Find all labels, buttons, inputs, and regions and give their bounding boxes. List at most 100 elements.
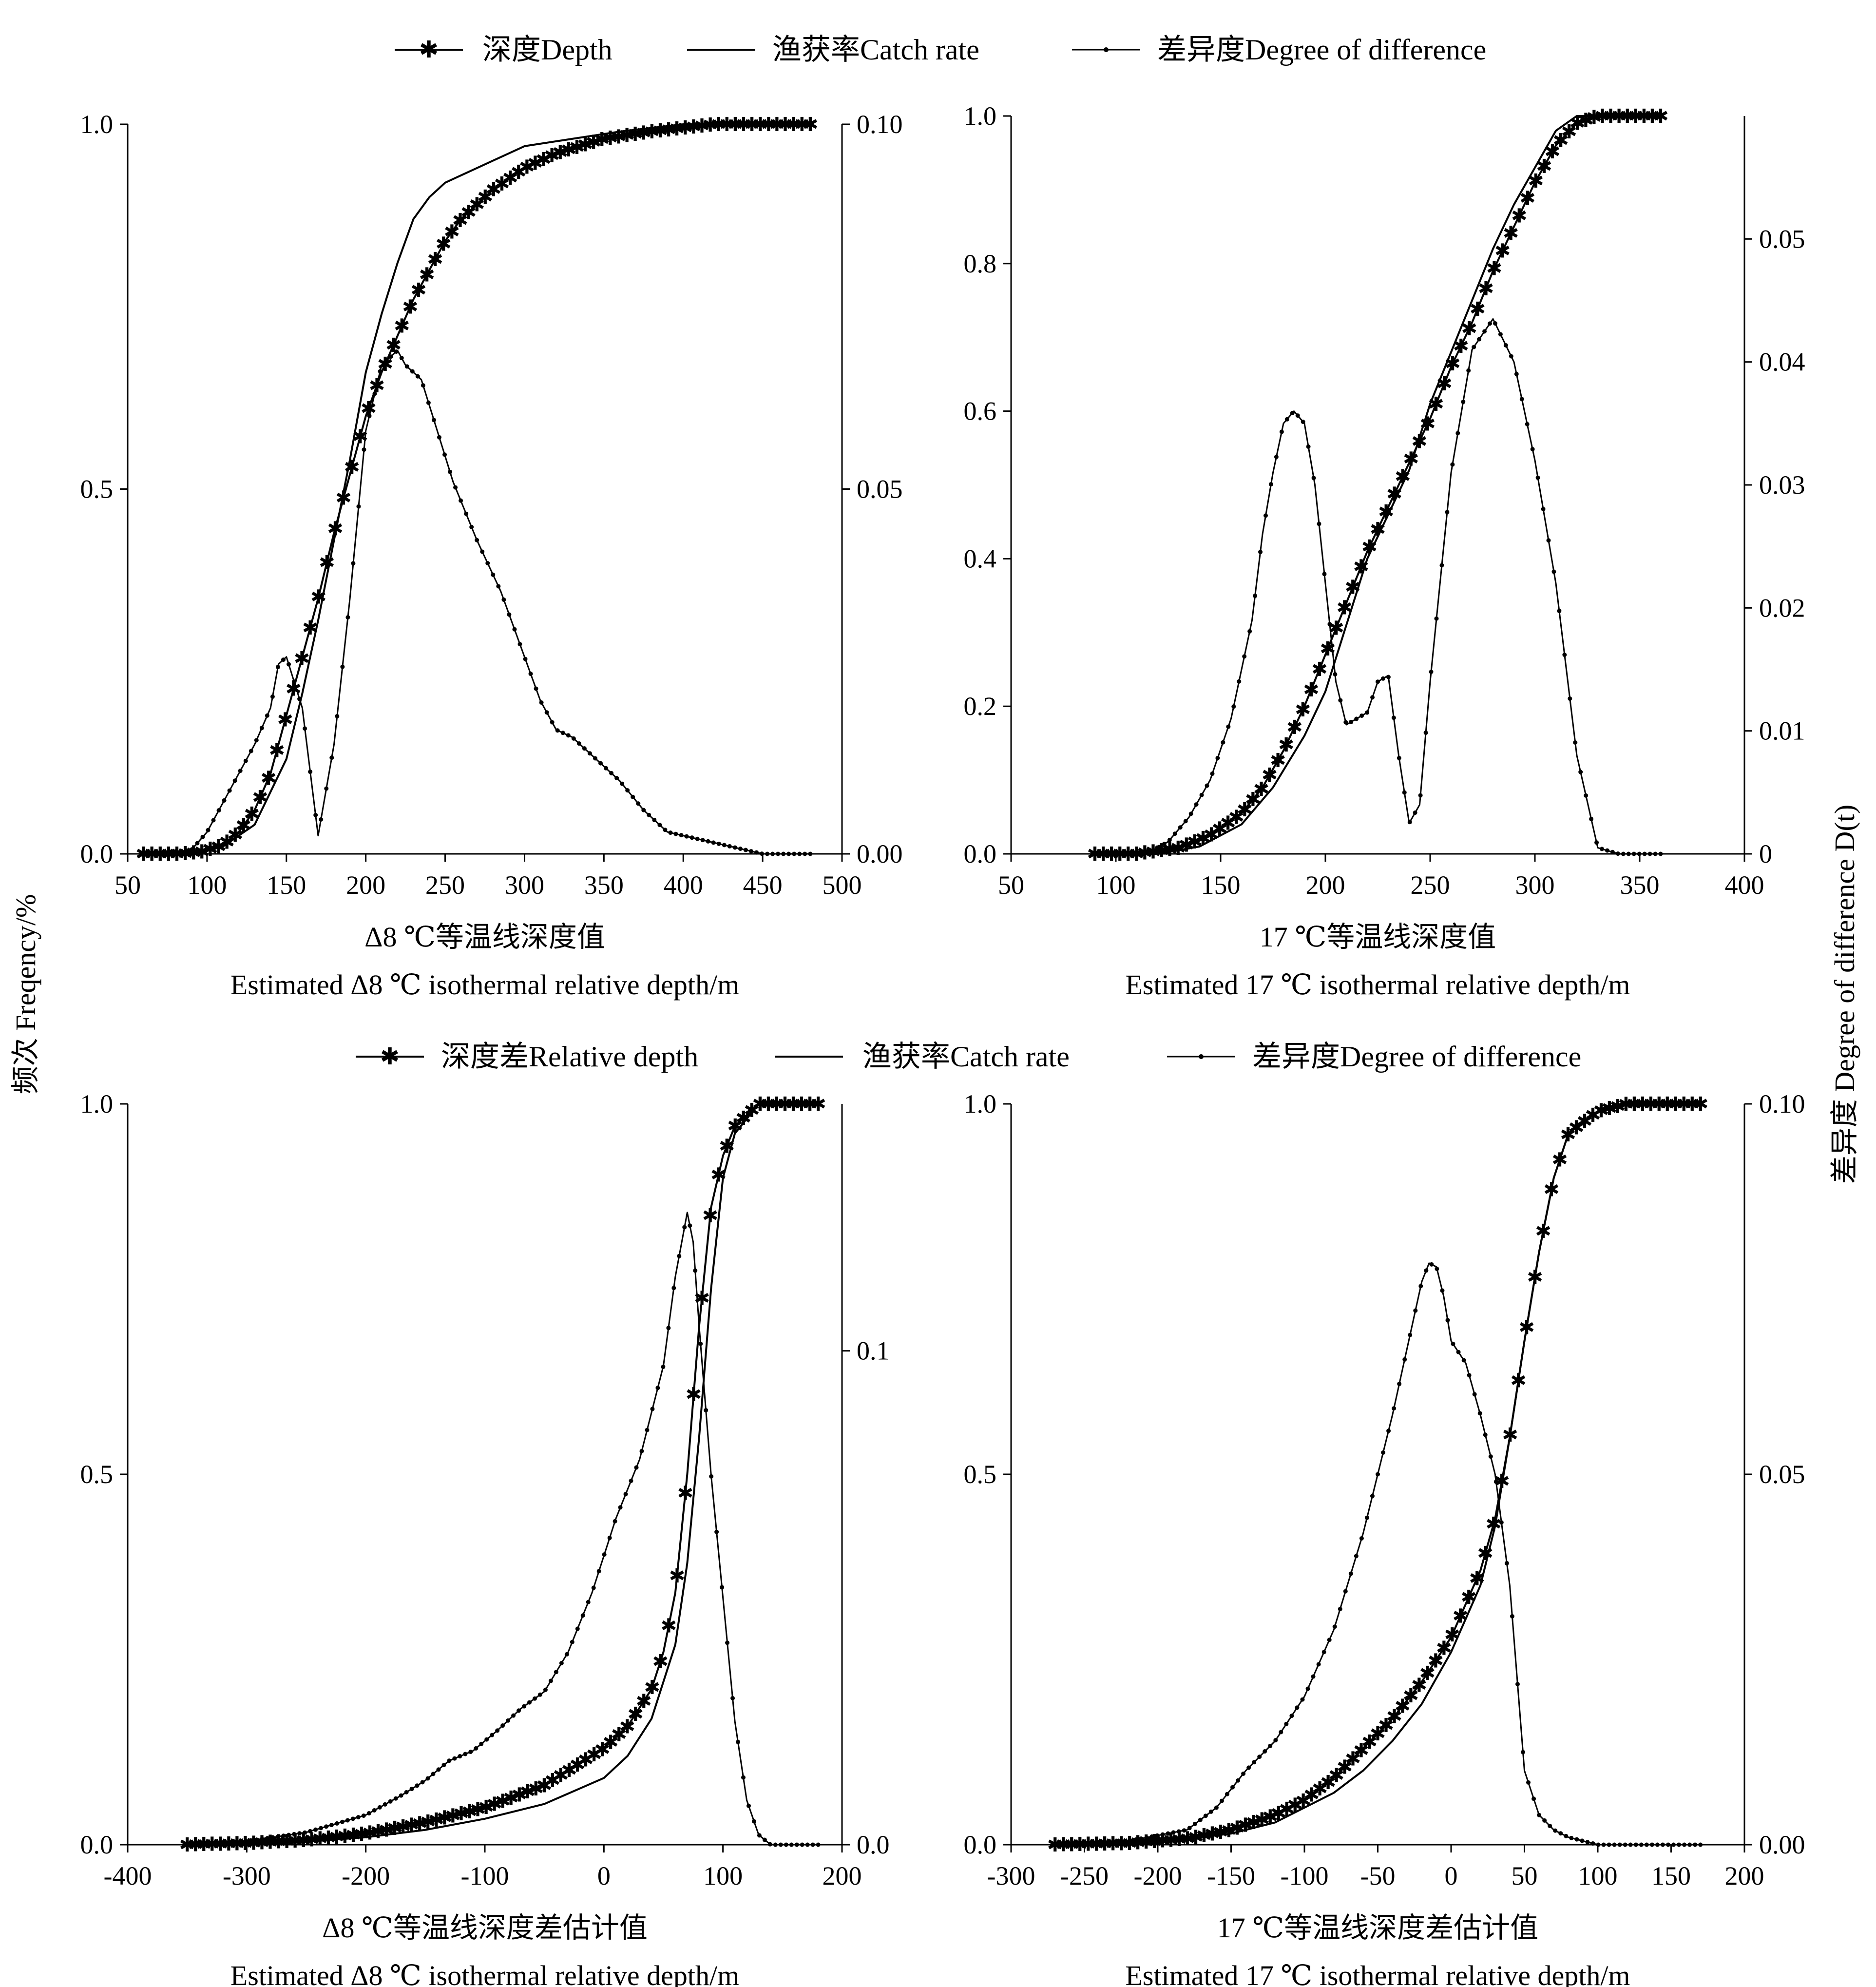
- series-difference-marker: [464, 511, 469, 516]
- series-difference-marker: [399, 1793, 403, 1798]
- series-difference-marker: [1397, 1382, 1402, 1387]
- series-difference-marker: [1101, 1840, 1106, 1845]
- series-depth-marker: ✱: [553, 1764, 569, 1786]
- series-difference-marker: [507, 612, 512, 617]
- series-difference-marker: [1199, 792, 1204, 797]
- series-depth-marker: ✱: [1494, 240, 1511, 262]
- x-tick-label-300: 300: [505, 870, 544, 900]
- series-depth-marker: ✱: [1278, 734, 1295, 756]
- series-difference-marker: [1074, 1841, 1079, 1846]
- series-depth-marker: ✱: [452, 210, 469, 231]
- series-depth-marker: ✱: [328, 1826, 345, 1848]
- series-difference-marker: [147, 851, 152, 856]
- legend-depth-label: 深度Depth: [482, 34, 613, 66]
- series-difference-marker: [587, 751, 592, 756]
- series-difference-marker: [303, 1830, 307, 1835]
- series-difference-marker: [303, 726, 307, 731]
- series-depth-marker: ✱: [619, 1716, 635, 1738]
- series-depth-marker: ✱: [320, 1827, 337, 1849]
- series-difference-marker: [469, 524, 474, 529]
- series-difference-marker: [1354, 1554, 1359, 1559]
- series-difference-marker: [335, 714, 340, 719]
- series-difference-marker: [1359, 1536, 1364, 1541]
- series-difference-marker: [803, 851, 807, 856]
- series-depth-marker: ✱: [419, 264, 435, 286]
- series-difference-marker: [1477, 337, 1482, 342]
- x-tick-label-500: 500: [823, 870, 862, 900]
- series-difference-marker: [1215, 755, 1220, 760]
- series-difference-marker: [1166, 1831, 1170, 1836]
- series-difference-marker: [805, 1842, 810, 1847]
- series-difference-marker: [1623, 1842, 1627, 1847]
- series-difference-marker: [661, 1365, 666, 1370]
- series-difference-marker: [641, 808, 646, 812]
- series-difference-marker: [1155, 1833, 1160, 1838]
- series-difference-marker: [1226, 724, 1231, 729]
- series-difference-marker: [517, 1708, 521, 1713]
- y-tick-label-0-0: 0.0: [80, 839, 114, 868]
- series-difference-marker: [1063, 1842, 1068, 1847]
- series-difference-marker: [184, 848, 189, 853]
- y2-tick-label-0-05: 0.05: [857, 475, 903, 504]
- series-difference-marker: [1483, 1432, 1488, 1437]
- series-difference-marker: [1112, 1839, 1117, 1844]
- series-depth-marker: ✱: [337, 1825, 353, 1847]
- series-depth-line: [143, 123, 810, 855]
- series-difference-marker: [720, 1585, 725, 1590]
- y2-tick-label-0-03: 0.03: [1759, 470, 1805, 500]
- series-difference-marker: [684, 834, 689, 839]
- series-depth-marker: ✱: [536, 1775, 553, 1797]
- series-difference-marker: [1402, 1357, 1407, 1362]
- series-difference-marker: [631, 794, 635, 799]
- series-difference-marker: [453, 485, 458, 490]
- x-tick-label-300: -300: [987, 1861, 1035, 1891]
- series-difference-marker: [206, 828, 211, 832]
- series-difference-marker: [496, 584, 501, 589]
- series-depth-marker: ✱: [1511, 205, 1528, 227]
- series-difference-marker: [228, 1840, 232, 1845]
- series-difference-marker: [1515, 1682, 1520, 1687]
- series-difference-marker: [794, 1842, 799, 1847]
- x-tick-label-350: 350: [584, 870, 624, 900]
- series-difference-marker: [1107, 1839, 1111, 1844]
- series-depth-marker: ✱: [602, 127, 619, 149]
- series-depth-line: [187, 1103, 819, 1846]
- x-tick-label-450: 450: [743, 870, 783, 900]
- series-difference-marker: [1578, 770, 1583, 774]
- y2-tick-label-0-10: 0.10: [1759, 1089, 1805, 1119]
- series-difference-marker: [501, 597, 506, 602]
- series-difference-marker: [265, 1836, 270, 1841]
- x-tick-label-100: 100: [703, 1861, 743, 1891]
- x-tick-label-250: 250: [1411, 870, 1450, 900]
- series-difference-marker: [1423, 730, 1428, 735]
- series-difference-marker: [334, 1821, 339, 1826]
- series-depth-marker: ✱: [394, 315, 410, 337]
- series-difference-marker: [195, 841, 200, 846]
- series-depth-marker: ✱: [519, 156, 536, 178]
- series-difference-marker: [367, 413, 372, 418]
- series-difference-marker: [1498, 332, 1503, 337]
- series-difference-marker: [566, 733, 571, 738]
- series-difference-marker: [738, 846, 743, 851]
- series-depth-marker: ✱: [1178, 834, 1195, 856]
- left-axis-label: 频次 Freqency/%: [10, 894, 41, 1095]
- series-difference-marker: [677, 1254, 682, 1258]
- series-difference-marker: [297, 696, 302, 701]
- series-difference-marker: [1146, 851, 1151, 856]
- series-difference-marker: [700, 838, 705, 843]
- series-difference-marker: [1535, 475, 1540, 480]
- chart-17c-relative-depth: -300 -250 -200 -150 -100 -50 0 50 100 150 200 0.0 0.…: [964, 1089, 1805, 1987]
- series-difference-marker: [1058, 1842, 1063, 1847]
- series-difference-marker: [618, 1505, 623, 1510]
- series-difference-marker: [1693, 1842, 1698, 1847]
- series-difference-marker: [1247, 629, 1252, 634]
- legend-diff2-label: 差异度Degree of difference: [1252, 1041, 1581, 1073]
- y-tick-label-0-0: 0.0: [80, 1830, 114, 1859]
- series-difference-marker: [1429, 669, 1434, 674]
- series-difference-marker: [527, 1700, 532, 1705]
- series-difference-marker: [1274, 454, 1279, 459]
- series-difference-marker: [1647, 851, 1652, 856]
- series-difference-marker: [1225, 1792, 1229, 1796]
- legend-diff-label: 差异度Degree of difference: [1157, 34, 1486, 66]
- series-difference-marker: [270, 694, 275, 699]
